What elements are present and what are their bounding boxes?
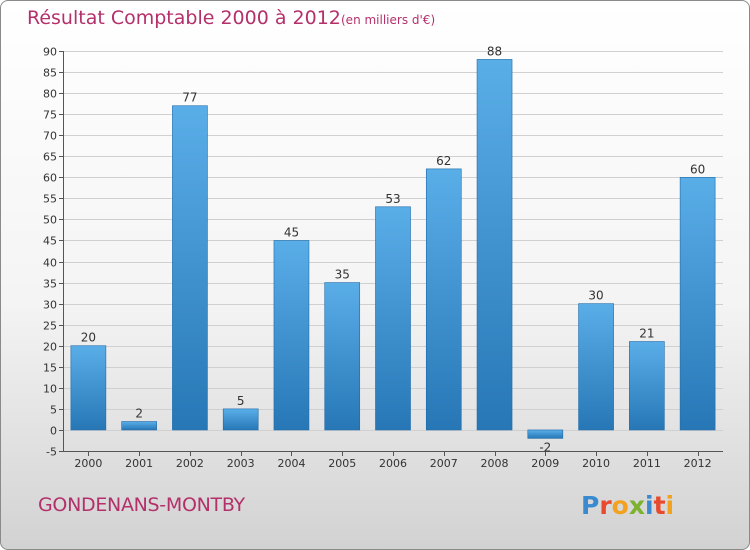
commune-name: GONDENANS-MONTBY xyxy=(38,494,245,516)
data-label: 88 xyxy=(487,44,502,58)
data-label: -2 xyxy=(539,440,551,454)
y-tick-label: 50 xyxy=(43,214,57,227)
data-label: 35 xyxy=(335,268,350,282)
x-tick-label: 2007 xyxy=(430,457,458,470)
y-tick-label: 90 xyxy=(43,46,57,59)
logo-letter: r xyxy=(599,491,612,520)
x-tick-label: 2005 xyxy=(328,457,356,470)
y-tick-label: 85 xyxy=(43,67,57,80)
data-label: 20 xyxy=(81,331,96,345)
bar xyxy=(679,177,716,431)
y-tick-label: 20 xyxy=(43,341,57,354)
bar xyxy=(324,282,361,431)
logo-letter: x xyxy=(628,491,645,520)
bar xyxy=(629,341,665,431)
x-tick-label: 2000 xyxy=(74,457,102,470)
x-tick-label: 2002 xyxy=(176,457,204,470)
data-label: 60 xyxy=(690,162,705,176)
bar xyxy=(70,345,107,431)
y-tick-label: 35 xyxy=(43,278,57,291)
x-tick-label: 2006 xyxy=(379,457,407,470)
data-label: 21 xyxy=(639,327,654,341)
y-tick-label: 0 xyxy=(50,425,57,438)
data-label: 30 xyxy=(588,289,603,303)
y-tick-label: 70 xyxy=(43,130,57,143)
y-tick-label: 15 xyxy=(43,362,57,375)
x-tick-label: 2001 xyxy=(125,457,153,470)
data-label: 62 xyxy=(436,154,451,168)
bar xyxy=(375,206,411,431)
y-tick-label: 60 xyxy=(43,172,57,185)
y-tick-label: 25 xyxy=(43,320,57,333)
logo-letter: i xyxy=(665,491,675,520)
y-tick-label: 75 xyxy=(43,109,57,122)
bar xyxy=(527,429,564,439)
data-labels: 20 2 77 5 45 35 53 62 88 -2 30 21 60 xyxy=(81,44,706,454)
axes: -505101520253035404550556065707580859020… xyxy=(43,46,723,470)
data-label: 53 xyxy=(385,192,400,206)
bar xyxy=(476,59,513,431)
y-tick-label: 45 xyxy=(43,235,57,248)
x-tick-label: 2009 xyxy=(531,457,559,470)
y-tick-label: 30 xyxy=(43,299,57,312)
chart-subtitle: (en milliers d'€) xyxy=(341,13,436,27)
bar xyxy=(222,408,259,431)
bar xyxy=(273,240,310,431)
bar xyxy=(578,303,614,431)
y-tick-label: 80 xyxy=(43,88,57,101)
proxiti-logo: Proxiti xyxy=(581,491,674,520)
y-tick-label: -5 xyxy=(46,446,57,459)
x-tick-label: 2004 xyxy=(277,457,305,470)
data-label: 45 xyxy=(284,225,299,239)
data-label: 2 xyxy=(135,407,143,421)
logo-letter: t xyxy=(653,491,666,520)
logo-letter: i xyxy=(645,491,654,520)
y-tick-label: 65 xyxy=(43,151,57,164)
data-label: 77 xyxy=(182,91,197,105)
x-tick-label: 2010 xyxy=(582,457,610,470)
y-tick-label: 5 xyxy=(50,404,57,417)
x-tick-label: 2008 xyxy=(481,457,509,470)
x-tick-label: 2012 xyxy=(684,457,712,470)
bar xyxy=(121,421,157,431)
x-tick-label: 2003 xyxy=(227,457,255,470)
y-tick-label: 55 xyxy=(43,193,57,206)
chart-title: Résultat Comptable 2000 à 2012 xyxy=(27,7,341,29)
logo-letter: P xyxy=(581,491,600,520)
bar xyxy=(425,168,462,431)
bar xyxy=(172,105,208,431)
data-label: 5 xyxy=(237,394,245,408)
y-tick-label: 40 xyxy=(43,257,57,270)
y-tick-label: 10 xyxy=(43,383,57,396)
bars xyxy=(70,59,716,439)
logo-letter: o xyxy=(611,491,629,520)
x-tick-label: 2011 xyxy=(633,457,661,470)
